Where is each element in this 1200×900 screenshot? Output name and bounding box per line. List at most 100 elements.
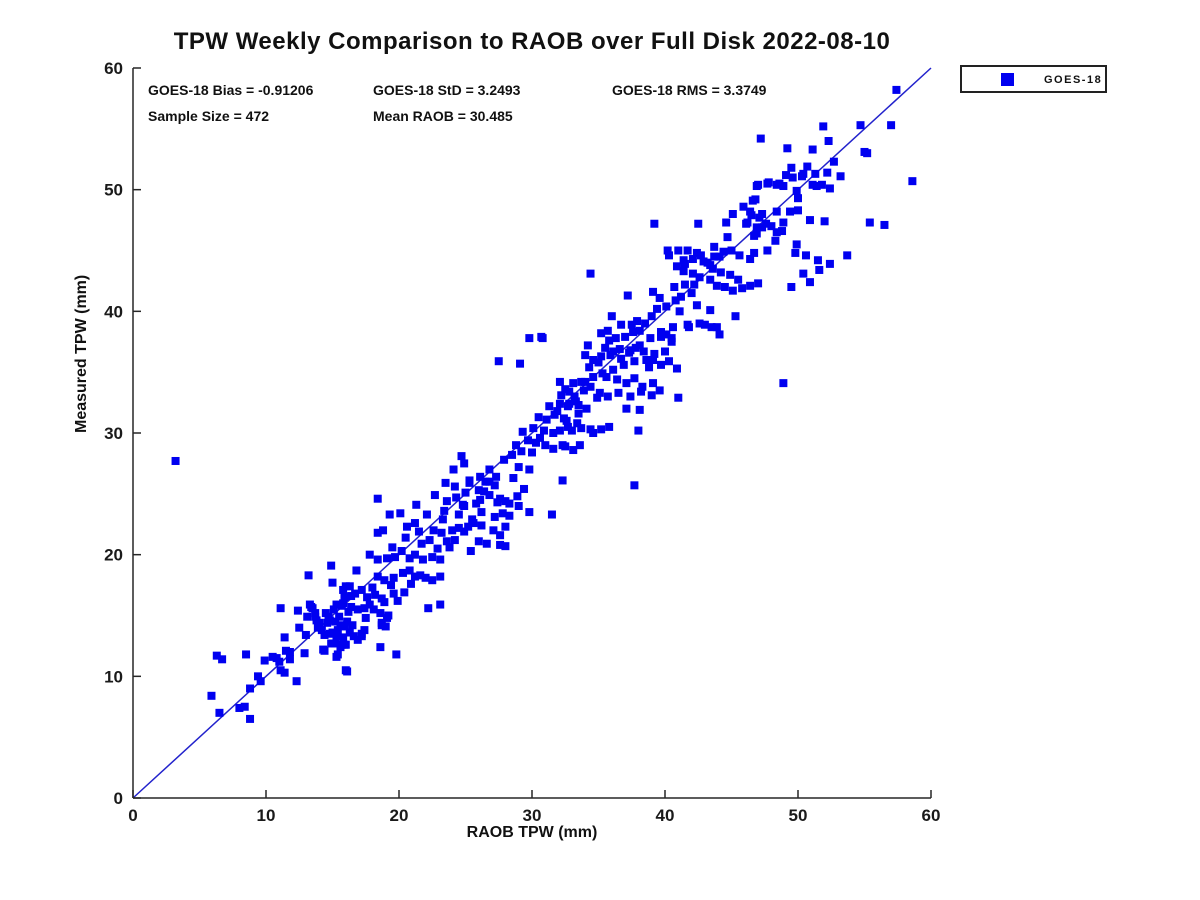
data-point <box>410 550 419 559</box>
data-point <box>450 536 459 545</box>
data-point <box>327 561 336 570</box>
data-point <box>735 251 744 260</box>
data-point <box>617 354 626 363</box>
data-point <box>661 347 669 356</box>
data-point <box>542 415 551 424</box>
data-point <box>494 357 503 366</box>
data-point <box>589 373 598 382</box>
data-point <box>397 547 406 556</box>
data-point <box>380 576 389 585</box>
data-point <box>650 349 659 358</box>
data-point <box>657 328 666 337</box>
data-point <box>445 543 454 552</box>
data-point <box>657 360 666 369</box>
data-point <box>794 206 802 215</box>
data-point <box>441 478 450 487</box>
data-point <box>496 494 505 503</box>
data-point <box>256 677 265 686</box>
data-point <box>373 528 382 537</box>
data-point <box>630 374 639 383</box>
data-point <box>700 320 709 329</box>
data-point <box>805 216 814 225</box>
data-point <box>517 447 526 456</box>
data-point <box>260 656 269 665</box>
stat-mean-raob: Mean RAOB = 30.485 <box>373 108 513 124</box>
data-point <box>605 336 614 345</box>
data-point <box>750 231 759 240</box>
data-point <box>387 581 396 590</box>
data-point <box>607 312 616 321</box>
data-point <box>865 218 874 227</box>
data-point <box>743 218 752 227</box>
data-point <box>715 252 724 261</box>
data-point <box>647 312 656 321</box>
data-point <box>739 202 748 211</box>
data-point <box>472 499 481 508</box>
data-point <box>429 526 438 535</box>
data-point <box>746 255 755 264</box>
data-point <box>215 708 224 717</box>
data-point <box>315 618 324 627</box>
data-point <box>485 491 494 500</box>
data-point <box>476 472 485 481</box>
data-point <box>422 510 431 519</box>
data-point <box>275 657 284 666</box>
data-point <box>460 459 469 468</box>
data-point <box>466 547 475 556</box>
data-point <box>647 391 656 400</box>
data-point <box>389 573 398 582</box>
data-point <box>630 481 639 490</box>
data-point <box>637 387 646 396</box>
data-point <box>581 351 590 360</box>
data-point <box>485 465 494 474</box>
data-point <box>498 509 507 518</box>
data-point <box>824 137 833 145</box>
data-point <box>464 522 473 531</box>
data-point <box>574 409 583 418</box>
data-point <box>694 219 703 228</box>
data-point <box>772 207 781 216</box>
data-point <box>501 542 510 551</box>
data-point <box>571 397 580 406</box>
data-point <box>333 626 342 635</box>
data-point <box>280 633 289 642</box>
data-point <box>771 236 780 245</box>
data-point <box>405 566 414 575</box>
data-point <box>819 122 828 131</box>
data-point <box>474 486 483 495</box>
data-point <box>460 527 469 536</box>
legend-marker-square-icon <box>1001 73 1014 86</box>
data-point <box>801 251 810 260</box>
data-point <box>337 601 346 610</box>
data-point <box>371 590 380 599</box>
data-point <box>539 426 548 435</box>
data-point <box>595 388 604 397</box>
x-tick-label: 0 <box>128 806 137 825</box>
data-point <box>246 684 255 693</box>
data-point <box>320 630 329 639</box>
data-point <box>703 258 712 267</box>
data-point <box>579 386 588 395</box>
data-point <box>295 623 304 632</box>
data-point <box>541 441 550 450</box>
data-point <box>402 522 411 531</box>
data-point <box>687 289 696 298</box>
data-point <box>908 177 917 186</box>
data-point <box>675 307 684 316</box>
data-point <box>440 506 449 515</box>
data-point <box>171 456 180 465</box>
data-point <box>653 304 662 313</box>
data-point <box>734 275 743 284</box>
data-point <box>438 515 447 524</box>
data-point <box>626 392 635 401</box>
data-point <box>561 442 570 451</box>
data-point <box>621 332 630 341</box>
data-point <box>575 441 584 450</box>
data-point <box>672 262 681 271</box>
data-point <box>649 379 658 388</box>
data-point <box>436 572 445 581</box>
data-point <box>492 472 501 481</box>
data-point <box>688 255 697 264</box>
data-point <box>508 450 517 459</box>
data-point <box>547 510 556 519</box>
